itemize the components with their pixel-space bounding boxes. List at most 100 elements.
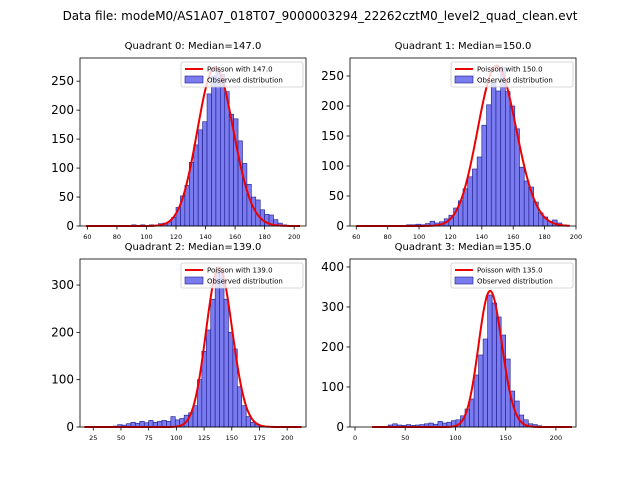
y-tick-label: 400	[321, 260, 344, 274]
y-tick-label: 0	[66, 420, 74, 434]
quadrant-1-title: Quadrant 1: Median=150.0	[395, 41, 532, 52]
histogram-bar	[472, 168, 478, 227]
histogram-bar	[469, 398, 475, 428]
histogram-bar	[228, 332, 234, 428]
histogram-bar	[224, 91, 230, 227]
y-tick-label: 100	[51, 161, 74, 175]
legend-poisson-label: Poisson with 150.0	[477, 66, 543, 74]
histogram-bar	[206, 93, 212, 227]
x-tick-label: 75	[145, 434, 153, 442]
histogram-bar	[495, 90, 501, 227]
y-tick-label: 100	[321, 159, 344, 173]
x-tick-label: 160	[507, 233, 519, 241]
figure-suptitle: Data file: modeM0/AS1A07_018T07_90000032…	[63, 9, 578, 23]
x-tick-label: 50	[401, 434, 409, 442]
y-tick-label: 150	[51, 132, 74, 146]
histogram-bar	[482, 338, 488, 428]
legend: Poisson with 147.0 Observed distribution	[180, 61, 304, 88]
x-tick-label: 60	[352, 233, 360, 241]
histogram-bar	[505, 91, 511, 227]
axes-frame	[79, 258, 307, 428]
legend-observed-label: Observed distribution	[477, 77, 553, 85]
quadrant-2-plot: Quadrant 2: Median=139.0 25 50 75 100 125 150 1…	[51, 242, 307, 442]
x-tick-label: 100	[413, 233, 425, 241]
histogram-bar	[197, 129, 203, 227]
histogram-bar	[223, 298, 229, 428]
histogram-bar	[214, 272, 220, 428]
axes-frame	[349, 57, 577, 227]
histogram-bar	[215, 69, 221, 227]
histogram-bar	[202, 121, 208, 227]
y-tick-label: 0	[336, 219, 344, 233]
x-tick-label: 80	[384, 233, 392, 241]
x-tick-label: 200	[550, 434, 562, 442]
quadrant-0-title: Quadrant 0: Median=147.0	[125, 41, 262, 52]
histogram-bar	[193, 144, 199, 227]
histogram-bar	[237, 386, 243, 428]
histogram-bar	[170, 416, 176, 428]
y-tick-label: 200	[321, 340, 344, 354]
x-tick-label: 60	[83, 233, 91, 241]
histogram-bar	[211, 75, 217, 227]
y-tick-label: 300	[321, 300, 344, 314]
histogram-bar	[491, 302, 497, 428]
histogram-bar	[210, 298, 216, 428]
x-tick-label: 150	[499, 434, 511, 442]
histogram-bar	[519, 166, 525, 227]
histogram-bar	[241, 405, 247, 428]
quadrant-2-title: Quadrant 2: Median=139.0	[125, 242, 262, 253]
y-tick-label: 100	[321, 380, 344, 394]
legend-bar-swatch	[184, 75, 204, 84]
histogram-bar	[220, 73, 226, 227]
x-tick-label: 50	[117, 434, 125, 442]
y-tick-label: 0	[336, 420, 344, 434]
histogram-bar	[219, 270, 225, 428]
x-tick-label: 100	[449, 434, 461, 442]
x-tick-label: 25	[89, 434, 97, 442]
axes-frame	[349, 258, 577, 428]
y-tick-label: 50	[59, 190, 74, 204]
histogram-bar	[486, 104, 492, 227]
histogram-bar	[245, 416, 251, 428]
histogram-bar	[487, 294, 493, 428]
legend-box	[450, 61, 574, 88]
y-tick-label: 200	[321, 99, 344, 113]
x-tick-label: 125	[198, 434, 210, 442]
y-tick-label: 200	[51, 103, 74, 117]
x-tick-label: 100	[170, 434, 182, 442]
histogram-bar	[523, 180, 530, 227]
legend: Poisson with 150.0 Observed distribution	[450, 61, 574, 88]
y-tick-label: 150	[321, 129, 344, 143]
histogram-bar	[476, 156, 483, 227]
histogram-bar	[509, 105, 516, 227]
x-tick-label: 175	[253, 434, 265, 442]
x-tick-label: 150	[226, 434, 238, 442]
histogram-bar	[467, 176, 473, 227]
legend-bar-swatch	[454, 75, 474, 84]
x-tick-label: 0	[353, 434, 357, 442]
legend-bar-swatch	[454, 276, 474, 285]
y-tick-label: 250	[321, 69, 344, 83]
histogram-bar	[478, 354, 484, 428]
legend-observed-label: Observed distribution	[207, 77, 283, 85]
quadrant-3-plot: Quadrant 3: Median=135.0 0 50 100 150 200 0 100…	[321, 242, 577, 442]
x-tick-label: 200	[281, 434, 293, 442]
poisson-curve	[84, 266, 302, 428]
quadrant-1-plot: Quadrant 1: Median=150.0 60 80 100 120 140 160…	[321, 41, 582, 241]
y-tick-label: 200	[51, 325, 74, 339]
x-tick-label: 160	[229, 233, 241, 241]
y-tick-label: 50	[329, 189, 344, 203]
quadrant-3-title: Quadrant 3: Median=135.0	[395, 242, 532, 253]
legend-box	[180, 61, 304, 88]
x-tick-label: 120	[170, 233, 182, 241]
histogram-bar	[490, 81, 497, 227]
x-tick-label: 200	[288, 233, 300, 241]
y-tick-label: 300	[51, 278, 74, 292]
legend-box	[450, 262, 574, 289]
y-tick-label: 0	[66, 219, 74, 233]
legend-poisson-label: Poisson with 139.0	[207, 267, 273, 275]
x-tick-label: 200	[570, 233, 582, 241]
axes-frame	[79, 57, 307, 227]
legend-bar-swatch	[184, 276, 204, 285]
